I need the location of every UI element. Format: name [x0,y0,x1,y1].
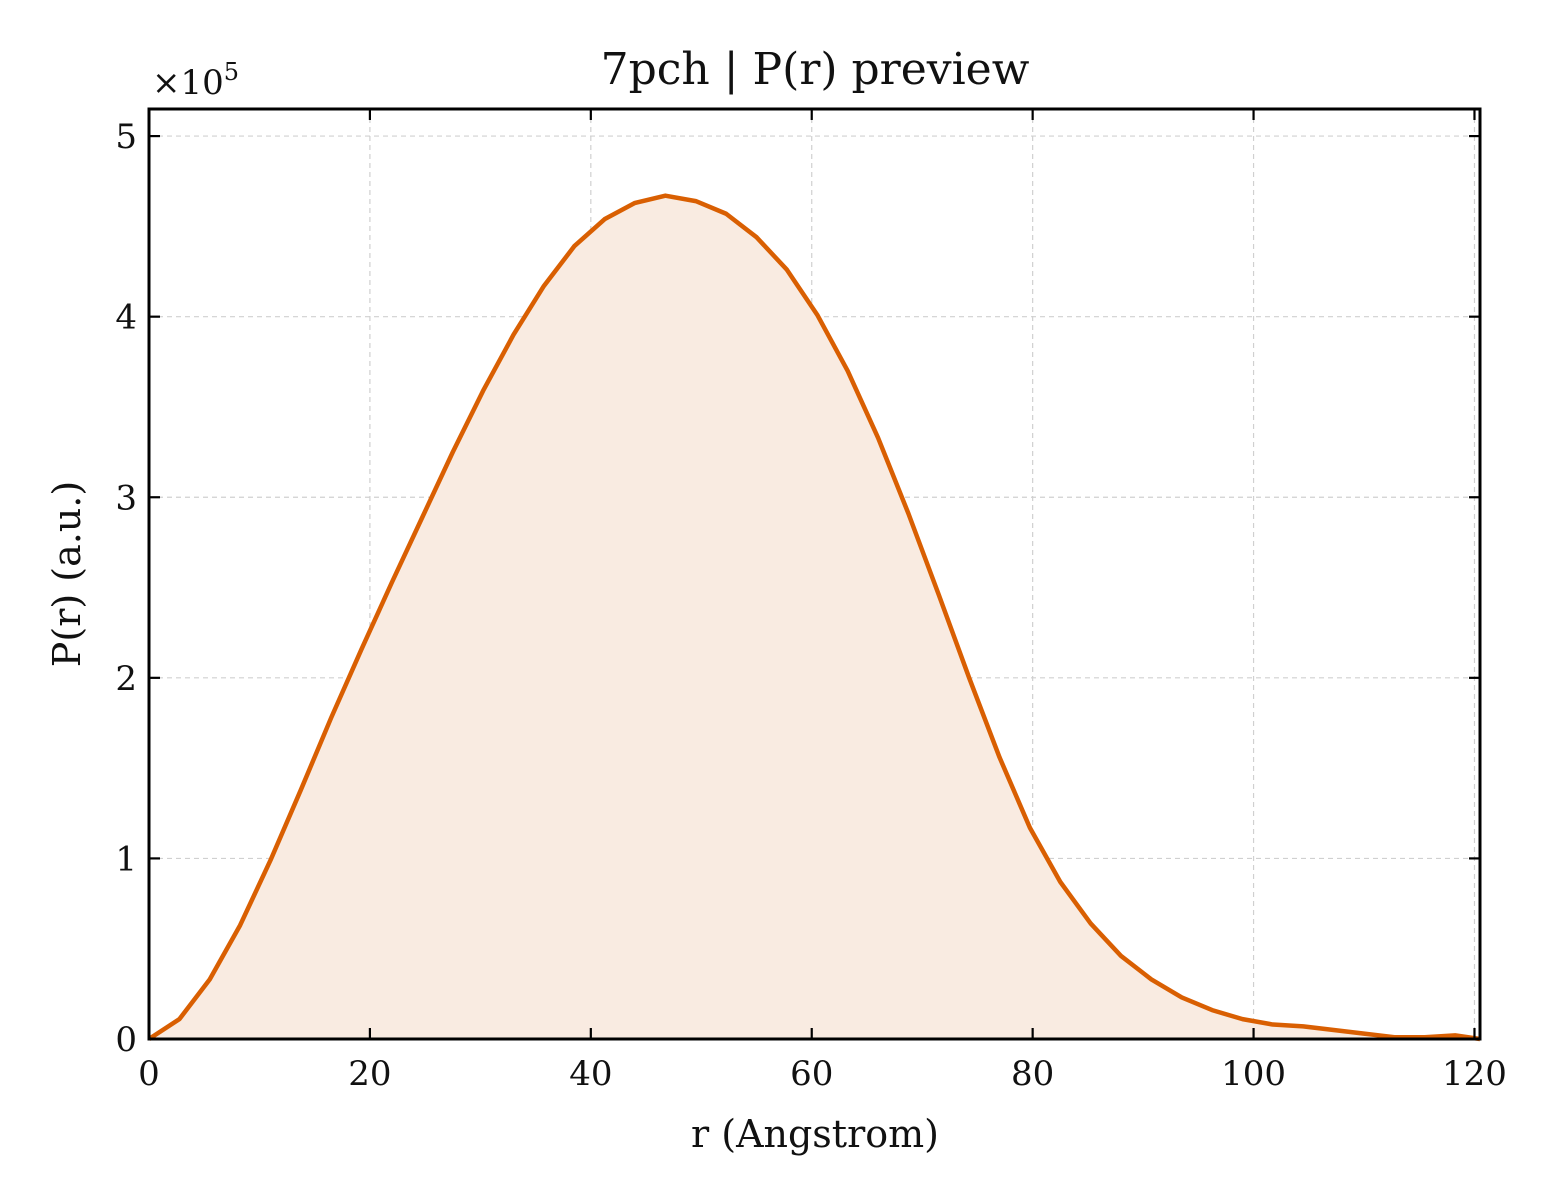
plot-frame [147,107,1482,1041]
x-tick-label: 100 [1221,1054,1286,1094]
x-tick-label: 40 [569,1054,612,1094]
chart-title: 7pch | P(r) preview [601,44,1030,95]
ticks: 0 20 40 60 80 100 120 0 1 2 3 4 5 [115,109,1507,1094]
y-tick-label: 4 [115,298,137,338]
y-tick-label: 2 [115,659,137,699]
series-line [147,193,1481,1042]
x-tick-label: 120 [1442,1054,1507,1094]
y-tick-label: 1 [115,839,137,879]
multiplier-prefix: ×10 [152,63,224,103]
x-axis-title: r (Angstrom) [691,1112,939,1156]
y-tick-label: 0 [115,1020,137,1060]
y-tick-label: 5 [115,117,137,157]
multiplier-exponent: 5 [224,58,239,86]
area-fill [149,195,1480,1039]
x-tick-label: 80 [1011,1054,1054,1094]
y-axis-title: P(r) (a.u.) [45,481,89,667]
x-tick-label: 60 [790,1054,833,1094]
x-tick-label: 20 [348,1054,391,1094]
y-axis-multiplier: ×105 [152,58,239,103]
y-tick-label: 3 [115,478,137,518]
x-tick-label: 0 [138,1054,160,1094]
